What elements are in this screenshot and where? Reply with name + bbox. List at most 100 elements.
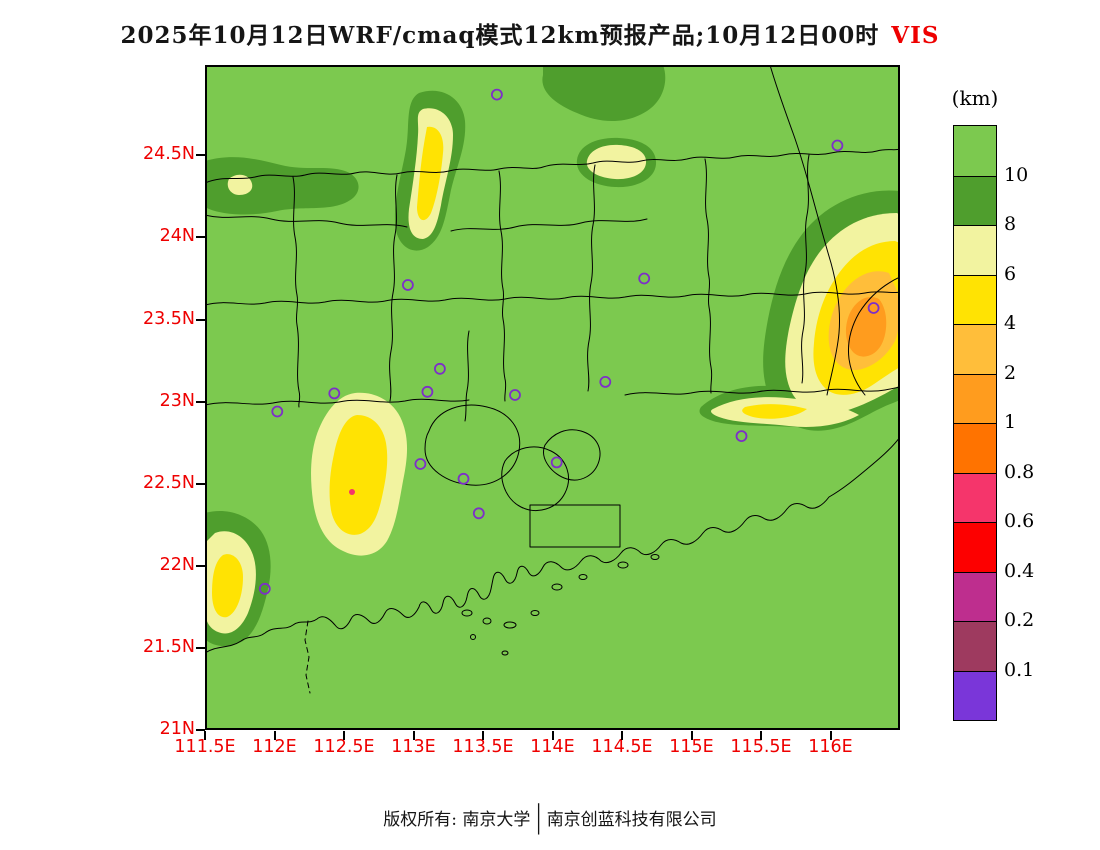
contour-4-6 (329, 415, 388, 535)
colorbar-cell (954, 324, 996, 374)
station-marker (457, 472, 470, 485)
map-area (205, 65, 900, 730)
lat-tick-mark (196, 482, 205, 485)
lat-tick-mark (196, 236, 205, 239)
lon-tick-label: 114.5E (591, 737, 653, 757)
lat-tick-mark (196, 646, 205, 649)
delta-boundary (464, 330, 470, 422)
lon-tick-mark (829, 731, 832, 740)
colorbar-tick-label: 0.6 (1004, 510, 1035, 532)
lon-tick-label: 112E (252, 737, 297, 757)
island (551, 583, 563, 591)
island (578, 574, 588, 580)
station-marker (421, 385, 434, 398)
station-marker (433, 362, 446, 375)
islands-layer (461, 554, 660, 656)
colorbar-cell (954, 571, 996, 621)
page-title: 2025年10月12日WRF/cmaq模式12km预报产品;10月12日00时 V… (0, 16, 1060, 50)
lon-tick-label: 111.5E (174, 737, 236, 757)
station-marker (271, 405, 284, 418)
island (482, 617, 492, 625)
contour-4-6 (417, 126, 444, 221)
lat-tick-label: 22.5N (142, 472, 195, 493)
colorbar-tick-label: 1 (1004, 411, 1017, 433)
colorbar-cell (954, 225, 996, 275)
lat-tick-mark (196, 729, 205, 731)
lat-tick-mark (196, 154, 205, 157)
copyright-owner: 版权所有: 南京大学 (383, 810, 531, 830)
lat-tick-label: 21.5N (142, 636, 195, 657)
county-boundary (292, 176, 301, 408)
copyright: 版权所有: 南京大学 │ 南京创蓝科技有限公司 (0, 805, 1100, 836)
station-marker (867, 302, 880, 314)
county-boundary (498, 170, 507, 402)
island (461, 609, 473, 617)
colorbar-cell (954, 373, 996, 423)
colorbar-cell (954, 126, 996, 176)
colorbar-tick-label: 0.4 (1004, 559, 1035, 582)
island (530, 610, 540, 616)
contour-8-10 (542, 65, 666, 121)
copyright-separator: │ (533, 804, 544, 836)
lon-tick-mark (204, 731, 206, 740)
title-variable: VIS (891, 22, 940, 49)
lat-tick-mark (196, 564, 205, 567)
lon-tick-mark (482, 731, 484, 740)
visibility-contour-map (205, 65, 900, 730)
lon-tick-label: 113.5E (452, 737, 514, 757)
stations-layer (258, 88, 880, 595)
lon-tick-mark (412, 731, 415, 740)
lon-tick-label: 115E (669, 737, 714, 757)
island (650, 554, 660, 560)
coastline (205, 436, 900, 654)
county-boundary (205, 291, 900, 306)
lon-tick-mark (273, 731, 276, 740)
lat-tick-mark (196, 318, 205, 321)
colorbar-tick-label: 10 (1004, 163, 1029, 186)
station-marker (599, 375, 612, 388)
county-boundary (848, 276, 900, 396)
lon-tick-label: 113E (391, 737, 436, 757)
forecast-domain-box (529, 504, 621, 548)
delta-boundary (501, 446, 569, 511)
lat-tick-label: 22N (159, 554, 195, 575)
station-marker (258, 582, 271, 595)
county-boundary (587, 164, 596, 392)
title-text: 2025年10月12日WRF/cmaq模式12km预报产品;10月12日00时 (120, 22, 880, 49)
county-boundary (704, 158, 713, 394)
island (470, 634, 476, 640)
lon-tick-mark (621, 731, 623, 740)
colorbar-cell (954, 522, 996, 572)
station-marker (328, 387, 341, 400)
station-marker (414, 458, 427, 470)
station-marker (550, 456, 563, 469)
lon-tick-label: 115.5E (730, 737, 792, 757)
island (617, 561, 629, 569)
station-marker (735, 430, 748, 443)
colorbar-unit: (km) (951, 86, 999, 110)
lon-tick-label: 112.5E (313, 737, 375, 757)
lon-tick-mark (760, 731, 762, 740)
lon-tick-label: 116E (808, 737, 853, 757)
contour-4-6 (742, 404, 807, 419)
colorbar-tick-label: 4 (1004, 312, 1017, 334)
contour-6-8 (227, 174, 253, 195)
lon-tick-mark (343, 731, 345, 740)
contour-8-10 (205, 157, 359, 215)
contour-low-vis-spot (349, 489, 355, 495)
county-boundary (389, 174, 398, 402)
delta-boundary (543, 429, 601, 481)
station-marker (638, 272, 651, 285)
island (501, 650, 509, 656)
dashed-boundary (304, 620, 311, 694)
island (503, 621, 517, 629)
colorbar-tick-label: 2 (1004, 361, 1017, 384)
colorbar-cell (954, 274, 996, 324)
map-border (205, 65, 900, 730)
province-boundary (205, 148, 900, 184)
contour-4-6 (212, 554, 243, 618)
contour-fill-layer (205, 65, 900, 647)
county-boundary (801, 154, 810, 384)
colorbar-cell (954, 423, 996, 473)
lat-tick-label: 24.5N (142, 144, 195, 165)
